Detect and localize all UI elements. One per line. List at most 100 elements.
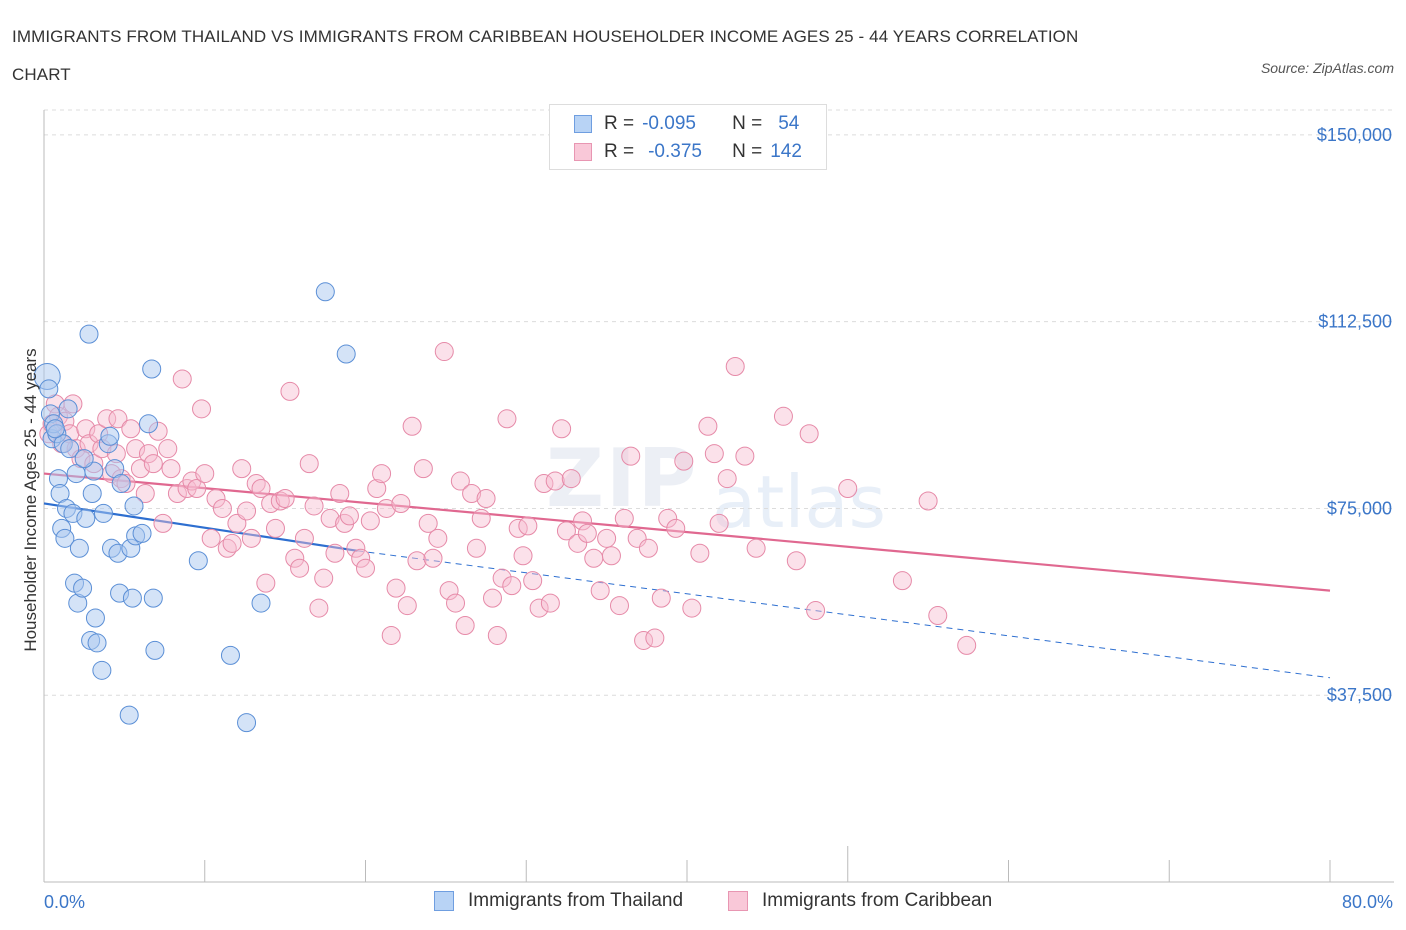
point-caribbean [386,578,406,598]
point-thailand [85,608,105,628]
point-caribbean [573,511,593,531]
point-caribbean [270,491,290,511]
legend-row-thailand: R = -0.095 N = 54 [574,111,799,137]
point-caribbean [304,496,324,516]
point-caribbean [471,508,491,528]
point-caribbean [391,493,411,513]
point-caribbean [518,516,538,536]
point-thailand [315,282,335,302]
point-caribbean [195,464,215,484]
point-caribbean [609,596,629,616]
point-thailand [69,538,89,558]
point-caribbean [590,581,610,601]
point-caribbean [725,357,745,377]
point-thailand [87,633,107,653]
point-caribbean [545,471,565,491]
legend-n-label: N = [732,141,763,162]
point-caribbean [717,469,737,489]
trend-lines [43,472,1331,679]
point-caribbean [434,342,454,362]
point-thailand [74,449,94,469]
source-label: Source: ZipAtlas.com [1260,60,1394,76]
y-tick-label: $150,000 [1317,125,1392,145]
legend-n-value-caribbean: 142 [770,141,802,162]
point-caribbean [704,444,724,464]
point-caribbean [360,511,380,531]
point-caribbean [439,581,459,601]
point-caribbean [121,419,141,439]
y-axis-label: Householder Income Ages 25 - 44 years [21,348,40,651]
legend-swatch-caribbean [728,891,748,911]
legend-n-value-thailand: 54 [778,113,800,134]
y-tick-label: $112,500 [1318,312,1392,332]
point-thailand [55,528,75,548]
stats-legend: R = -0.095 N = 54 R = -0.375 N = 142 [549,104,827,170]
legend-swatch-thailand [434,891,454,911]
point-caribbean [513,546,533,566]
point-thailand [220,645,240,665]
point-thailand [142,359,162,379]
point-caribbean [634,630,654,650]
point-caribbean [325,543,345,563]
legend-row-caribbean: R = -0.375 N = 142 [574,139,802,165]
point-caribbean [658,508,678,528]
point-thailand [76,508,96,528]
point-caribbean [552,419,572,439]
point-caribbean [466,538,486,558]
point-caribbean [212,498,232,518]
point-caribbean [232,459,252,479]
point-caribbean [682,598,702,618]
point-caribbean [158,439,178,459]
legend-r-label: R = [604,141,635,162]
legend-item-thailand: Immigrants from Thailand [434,890,683,912]
point-caribbean [529,598,549,618]
x-tick-label: 80.0% [1342,892,1393,912]
trend-line-thailand-extension [357,550,1331,679]
point-caribbean [294,528,314,548]
point-caribbean [290,558,310,578]
point-thailand [100,426,120,446]
point-caribbean [76,419,96,439]
point-caribbean [638,538,658,558]
point-caribbean [482,588,502,608]
legend-n-label: N = [732,113,763,134]
point-caribbean [161,459,181,479]
point-caribbean [523,571,543,591]
point-caribbean [367,479,387,499]
point-thailand [124,496,144,516]
chart-title-line1: IMMIGRANTS FROM THAILAND VS IMMIGRANTS F… [12,27,1079,46]
chart-title: IMMIGRANTS FROM THAILAND VS IMMIGRANTS F… [12,18,1212,94]
point-caribbean [928,606,948,626]
point-caribbean [138,444,158,464]
point-caribbean [339,506,359,526]
point-caribbean [407,551,427,571]
point-caribbean [376,498,396,518]
point-caribbean [275,488,295,508]
point-caribbean [423,548,443,568]
point-caribbean [346,538,366,558]
point-thailand [336,344,356,364]
point-caribbean [446,593,466,613]
point-caribbean [428,528,448,548]
point-thailand [93,503,113,523]
point-caribbean [709,513,729,533]
point-caribbean [597,528,617,548]
point-thailand [143,588,163,608]
point-thailand [122,588,142,608]
point-caribbean [690,543,710,563]
point-caribbean [265,518,285,538]
point-caribbean [418,513,438,533]
legend-swatch-blue [574,115,592,133]
point-caribbean [540,593,560,613]
point-caribbean [130,459,150,479]
point-thailand [82,484,102,504]
point-caribbean [381,625,401,645]
point-caribbean [206,488,226,508]
point-caribbean [299,454,319,474]
point-caribbean [222,533,242,553]
point-caribbean [462,484,482,504]
legend-label-thailand: Immigrants from Thailand [468,890,684,911]
point-caribbean [397,596,417,616]
point-caribbean [674,451,694,471]
point-caribbean [413,459,433,479]
